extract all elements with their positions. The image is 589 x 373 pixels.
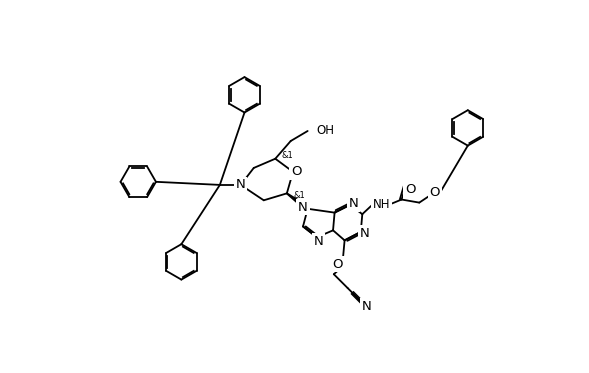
Text: N: N [349, 197, 359, 210]
Text: N: N [236, 178, 246, 191]
Text: &1: &1 [282, 151, 293, 160]
Text: O: O [332, 258, 343, 271]
Text: O: O [429, 186, 440, 199]
Text: NH: NH [373, 198, 391, 211]
Text: N: N [362, 300, 372, 313]
Text: O: O [405, 183, 415, 196]
Text: OH: OH [316, 125, 334, 138]
Text: N: N [313, 235, 323, 248]
Text: &1: &1 [293, 191, 305, 200]
Text: N: N [298, 201, 308, 214]
Polygon shape [287, 193, 309, 211]
Text: O: O [291, 165, 302, 178]
Text: N: N [360, 227, 369, 240]
